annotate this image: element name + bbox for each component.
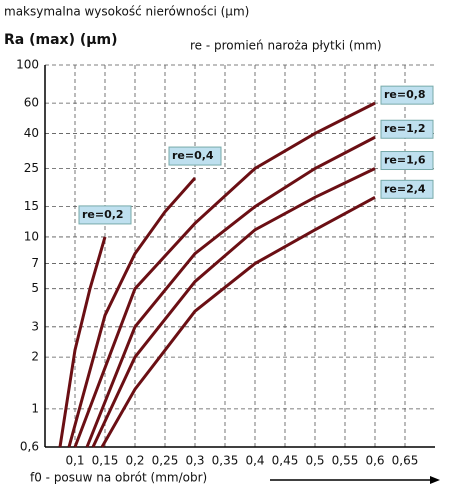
y-tick-label: 1 xyxy=(31,401,39,415)
y-tick-label: 100 xyxy=(16,58,39,72)
legend-box xyxy=(168,146,222,166)
y-tick-label: 5 xyxy=(31,281,39,295)
legend-label: re=0,2 xyxy=(82,208,124,221)
curve xyxy=(58,236,107,448)
x-tick-label: 0,45 xyxy=(272,454,299,468)
x-axis-label: f0 - posuw na obrót (mm/obr) xyxy=(30,471,207,485)
curve xyxy=(85,135,376,448)
x-tick-label: 0,55 xyxy=(332,454,359,468)
legend-box xyxy=(380,85,434,105)
y-tick-label: 2 xyxy=(31,350,39,364)
x-tick-label: 0,15 xyxy=(92,454,119,468)
legend-label: re=0,4 xyxy=(172,149,214,162)
y-tick-label: 60 xyxy=(24,96,39,110)
curve xyxy=(67,177,197,448)
x-tick-label: 0,5 xyxy=(305,454,324,468)
legend-label: re=1,6 xyxy=(384,154,426,167)
x-tick-label: 0,6 xyxy=(365,454,384,468)
y-tick-label: 10 xyxy=(24,229,39,243)
legend-box xyxy=(78,205,132,225)
curve xyxy=(100,195,376,448)
chart-title: maksymalna wysokość nierówności (µm) xyxy=(4,5,249,19)
legend-box xyxy=(380,119,434,139)
y-tick-label: 15 xyxy=(24,199,39,213)
y-tick-label: 3 xyxy=(31,319,39,333)
curve xyxy=(91,167,376,448)
curve xyxy=(73,101,376,448)
x-tick-label: 0,65 xyxy=(392,454,419,468)
legend-label: re=0,8 xyxy=(384,88,426,101)
y-tick-label: 7 xyxy=(31,256,39,270)
legend-title: re - promień naroża płytki (mm) xyxy=(190,39,382,53)
x-arrowhead xyxy=(430,476,440,484)
legend-label: re=1,2 xyxy=(384,122,426,135)
legend-label: re=2,4 xyxy=(384,182,426,195)
x-tick-label: 0,3 xyxy=(185,454,204,468)
legend-box xyxy=(380,179,434,199)
y-tick-label: 40 xyxy=(24,126,39,140)
x-tick-label: 0,1 xyxy=(65,454,84,468)
legend-box xyxy=(380,151,434,171)
x-tick-label: 0,25 xyxy=(152,454,179,468)
y-tick-label: 25 xyxy=(24,161,39,175)
y-axis-label: Ra (max) (µm) xyxy=(4,32,118,48)
x-tick-label: 0,4 xyxy=(245,454,264,468)
y-tick-label: 0,6 xyxy=(20,440,39,454)
x-tick-label: 0,35 xyxy=(212,454,239,468)
x-tick-label: 0,2 xyxy=(125,454,144,468)
